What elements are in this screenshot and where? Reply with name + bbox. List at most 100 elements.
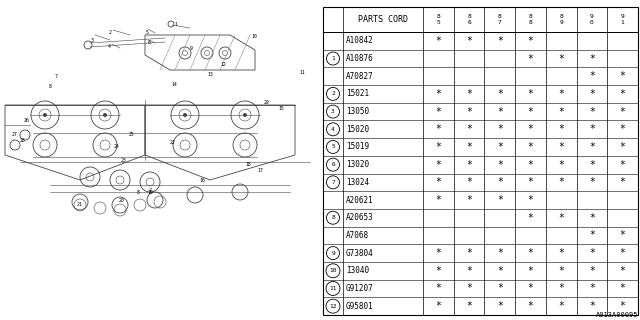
- Text: G95801: G95801: [346, 302, 374, 311]
- Text: A10876: A10876: [346, 54, 374, 63]
- Text: *: *: [466, 195, 472, 205]
- Text: *: *: [589, 177, 595, 187]
- Text: 22: 22: [170, 140, 176, 146]
- Text: *: *: [589, 230, 595, 240]
- Text: *: *: [620, 266, 625, 276]
- Text: *: *: [435, 124, 442, 134]
- Text: *: *: [620, 301, 625, 311]
- Text: 29: 29: [264, 100, 270, 106]
- Text: 19: 19: [147, 190, 153, 196]
- Text: 9
1: 9 1: [621, 14, 625, 25]
- Text: 2: 2: [109, 30, 111, 36]
- Text: *: *: [497, 301, 503, 311]
- Text: *: *: [589, 53, 595, 64]
- Text: *: *: [466, 266, 472, 276]
- Text: *: *: [558, 301, 564, 311]
- Text: *: *: [497, 107, 503, 116]
- Text: *: *: [558, 213, 564, 223]
- Text: *: *: [497, 284, 503, 293]
- Text: 8
7: 8 7: [498, 14, 502, 25]
- Text: 15020: 15020: [346, 125, 369, 134]
- Text: *: *: [497, 248, 503, 258]
- Text: 8
6: 8 6: [467, 14, 471, 25]
- Text: 2: 2: [331, 92, 335, 96]
- Text: *: *: [435, 301, 442, 311]
- Text: 24: 24: [114, 143, 120, 148]
- Text: *: *: [497, 36, 503, 46]
- Text: I3040: I3040: [346, 266, 369, 275]
- Text: 8
8: 8 8: [529, 14, 532, 25]
- Text: PARTS CORD: PARTS CORD: [358, 15, 408, 24]
- Text: 25: 25: [129, 132, 135, 138]
- Text: *: *: [497, 124, 503, 134]
- Text: 1: 1: [331, 56, 335, 61]
- Text: *: *: [589, 284, 595, 293]
- Text: G91207: G91207: [346, 284, 374, 293]
- Text: 8: 8: [331, 215, 335, 220]
- Text: *: *: [435, 89, 442, 99]
- Text: *: *: [620, 107, 625, 116]
- Text: 12: 12: [220, 62, 226, 68]
- Text: A10842: A10842: [346, 36, 374, 45]
- Text: 13: 13: [207, 71, 213, 76]
- Text: 8
9: 8 9: [559, 14, 563, 25]
- Text: 11: 11: [299, 69, 305, 75]
- Text: 1: 1: [175, 22, 177, 28]
- Bar: [323, 7, 638, 315]
- Text: *: *: [466, 177, 472, 187]
- Text: *: *: [558, 266, 564, 276]
- Text: 28: 28: [20, 139, 26, 143]
- Text: A7068: A7068: [346, 231, 369, 240]
- Text: *: *: [589, 89, 595, 99]
- Text: 7: 7: [54, 74, 58, 78]
- Text: *: *: [589, 107, 595, 116]
- Text: 4: 4: [331, 127, 335, 132]
- Text: *: *: [466, 301, 472, 311]
- Text: *: *: [620, 160, 625, 170]
- Text: 17: 17: [257, 167, 263, 172]
- Text: *: *: [589, 142, 595, 152]
- Text: 13024: 13024: [346, 178, 369, 187]
- Text: *: *: [497, 266, 503, 276]
- Text: 21: 21: [77, 202, 83, 206]
- Text: *: *: [527, 142, 533, 152]
- Text: 8: 8: [49, 84, 51, 89]
- Text: *: *: [497, 89, 503, 99]
- Text: *: *: [435, 266, 442, 276]
- Text: 27: 27: [12, 132, 18, 138]
- Text: *: *: [497, 142, 503, 152]
- Text: *: *: [435, 195, 442, 205]
- Text: 3: 3: [331, 109, 335, 114]
- Text: 6: 6: [148, 39, 150, 44]
- Text: 5: 5: [331, 144, 335, 149]
- Text: *: *: [558, 284, 564, 293]
- Text: *: *: [558, 124, 564, 134]
- Text: *: *: [527, 160, 533, 170]
- Text: 16: 16: [199, 178, 205, 182]
- Text: *: *: [527, 301, 533, 311]
- Text: *: *: [497, 160, 503, 170]
- Text: *: *: [620, 248, 625, 258]
- Text: *: *: [435, 248, 442, 258]
- Text: *: *: [589, 213, 595, 223]
- Text: *: *: [589, 160, 595, 170]
- Text: *: *: [589, 266, 595, 276]
- Text: G73804: G73804: [346, 249, 374, 258]
- Text: A70827: A70827: [346, 72, 374, 81]
- Text: *: *: [527, 89, 533, 99]
- Text: A20621: A20621: [346, 196, 374, 204]
- Text: 8: 8: [136, 190, 140, 196]
- Text: *: *: [620, 142, 625, 152]
- Text: *: *: [620, 284, 625, 293]
- Text: 23: 23: [121, 158, 127, 164]
- Text: 14: 14: [171, 83, 177, 87]
- Text: *: *: [589, 248, 595, 258]
- Text: *: *: [558, 107, 564, 116]
- Text: *: *: [497, 177, 503, 187]
- Text: 26: 26: [24, 117, 30, 123]
- Text: 8
5: 8 5: [436, 14, 440, 25]
- Circle shape: [103, 113, 107, 117]
- Text: *: *: [435, 142, 442, 152]
- Text: 18: 18: [245, 163, 251, 167]
- Text: 11: 11: [329, 286, 337, 291]
